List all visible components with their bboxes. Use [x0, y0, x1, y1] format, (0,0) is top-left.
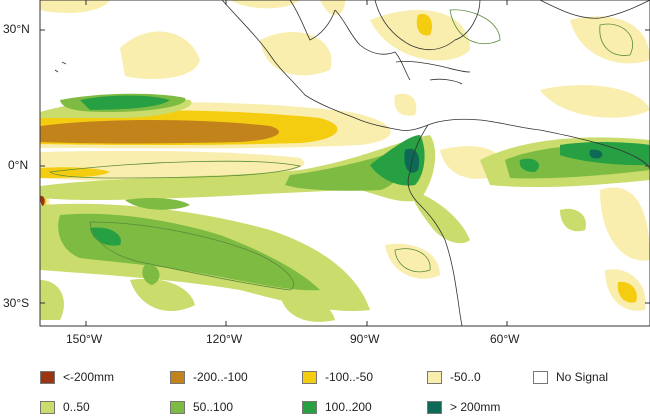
legend-item-0-50: 0..50 [40, 400, 90, 414]
legend-label: <-200mm [63, 370, 115, 384]
map-frame [39, 0, 650, 327]
axis-ticks [40, 0, 650, 326]
legend-label: -100..-50 [325, 370, 374, 384]
legend-swatch [302, 400, 317, 414]
legend-swatch [40, 370, 55, 384]
dry-strong-regions [40, 120, 279, 144]
legend-label: -200..-100 [193, 370, 248, 384]
legend-item-lt-neg200: <-200mm [40, 370, 114, 384]
legend-label: 50..100 [193, 400, 234, 414]
dry-extreme-regions [40, 195, 45, 206]
legend-item-neg200-neg100: -200..-100 [170, 370, 248, 384]
legend-swatch [427, 370, 442, 384]
lon-label-60w: 60°W [490, 332, 520, 346]
legend-label: 0..50 [63, 400, 90, 414]
lat-label-0n: 0°N [8, 158, 29, 172]
lon-label-120w: 120°W [206, 332, 243, 346]
lat-label-30n: 30°N [3, 22, 30, 36]
lon-label-90w: 90°W [350, 332, 380, 346]
contour-lines [49, 9, 633, 291]
legend-swatch [170, 400, 185, 414]
legend-item-no-signal: No Signal [533, 370, 608, 384]
legend-item-100-200: 100..200 [302, 400, 372, 414]
coastlines [54, 0, 650, 327]
lat-label-30s: 30°S [3, 296, 30, 310]
legend-label: -50..0 [450, 370, 481, 384]
legend-swatch [427, 400, 442, 414]
legend-label: > 200mm [450, 400, 501, 414]
lon-label-150w: 150°W [66, 332, 103, 346]
legend-item-neg100-neg50: -100..-50 [302, 370, 373, 384]
legend-item-50-100: 50..100 [170, 400, 233, 414]
wet-strong-regions [80, 95, 650, 246]
legend-item-gt-200: > 200mm [427, 400, 500, 414]
legend-swatch [40, 400, 55, 414]
legend-label: No Signal [556, 370, 609, 384]
legend-swatch [170, 370, 185, 384]
legend-item-neg50-0: -50..0 [427, 370, 481, 384]
legend-label: 100..200 [325, 400, 372, 414]
legend-swatch [302, 370, 317, 384]
legend-swatch [533, 370, 548, 384]
